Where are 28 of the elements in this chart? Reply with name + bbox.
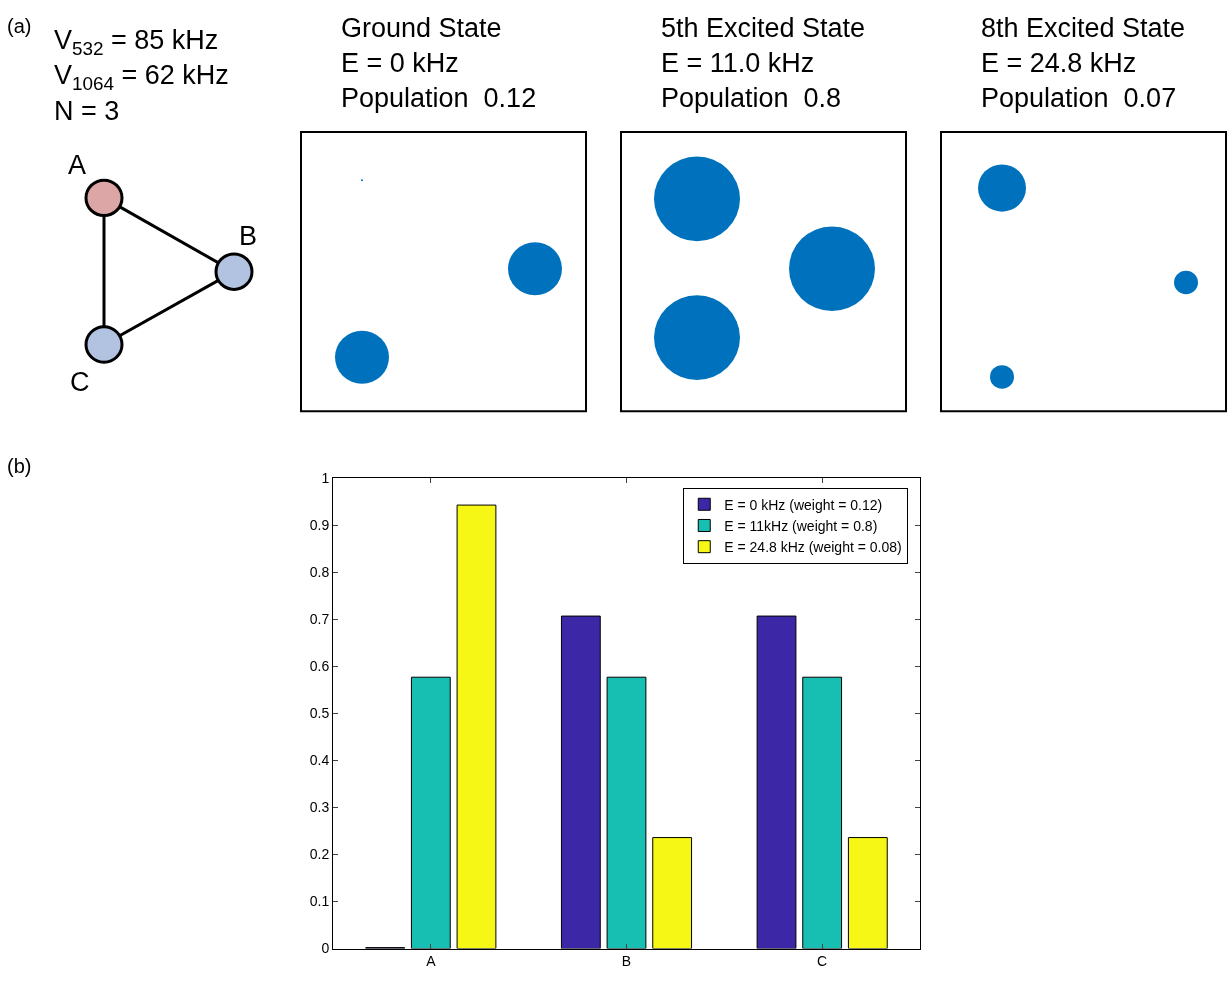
text: 8th Excited State E = 24.8 kHz Population 0.07 bbox=[981, 13, 1186, 114]
y-tick-label: 0.9 bbox=[309, 517, 330, 534]
y-tick-label: 0.1 bbox=[309, 893, 330, 910]
text: 5th Excited State E = 11.0 kHz Population 0.8 bbox=[661, 13, 866, 114]
text: C bbox=[70, 367, 90, 397]
y-tick-label: 0.7 bbox=[309, 611, 330, 628]
x-tick-label: C bbox=[817, 953, 828, 970]
y-tick-label: 0.2 bbox=[309, 846, 330, 863]
text: V$_{532}$ = 85 kHz bbox=[54, 25, 219, 59]
text: B bbox=[239, 221, 258, 251]
y-tick-label: 0.3 bbox=[309, 799, 330, 816]
y-tick-label: 0 bbox=[321, 940, 330, 957]
y-tick-label: 0.5 bbox=[309, 705, 330, 722]
legend-label: E = 11kHz (weight = 0.8) bbox=[724, 517, 878, 534]
text: N = 3 bbox=[54, 96, 120, 126]
text: (b) bbox=[7, 455, 32, 477]
x-tick-label: A bbox=[426, 953, 437, 970]
x-tick-label: B bbox=[621, 953, 632, 970]
legend-label: E = 24.8 kHz (weight = 0.08) bbox=[724, 539, 902, 556]
text: (a) bbox=[7, 15, 32, 37]
legend-label: E = 0 kHz (weight = 0.12) bbox=[724, 496, 883, 513]
text: A bbox=[68, 150, 87, 180]
y-tick-label: 0.4 bbox=[309, 752, 330, 769]
text: V$_{1064}$ = 62 kHz bbox=[54, 60, 229, 94]
y-tick-label: 0.6 bbox=[309, 658, 330, 675]
y-tick-label: 1 bbox=[321, 470, 330, 487]
text: Ground State E = 0 kHz Population 0.12 bbox=[341, 13, 537, 114]
y-tick-label: 0.8 bbox=[309, 564, 330, 581]
